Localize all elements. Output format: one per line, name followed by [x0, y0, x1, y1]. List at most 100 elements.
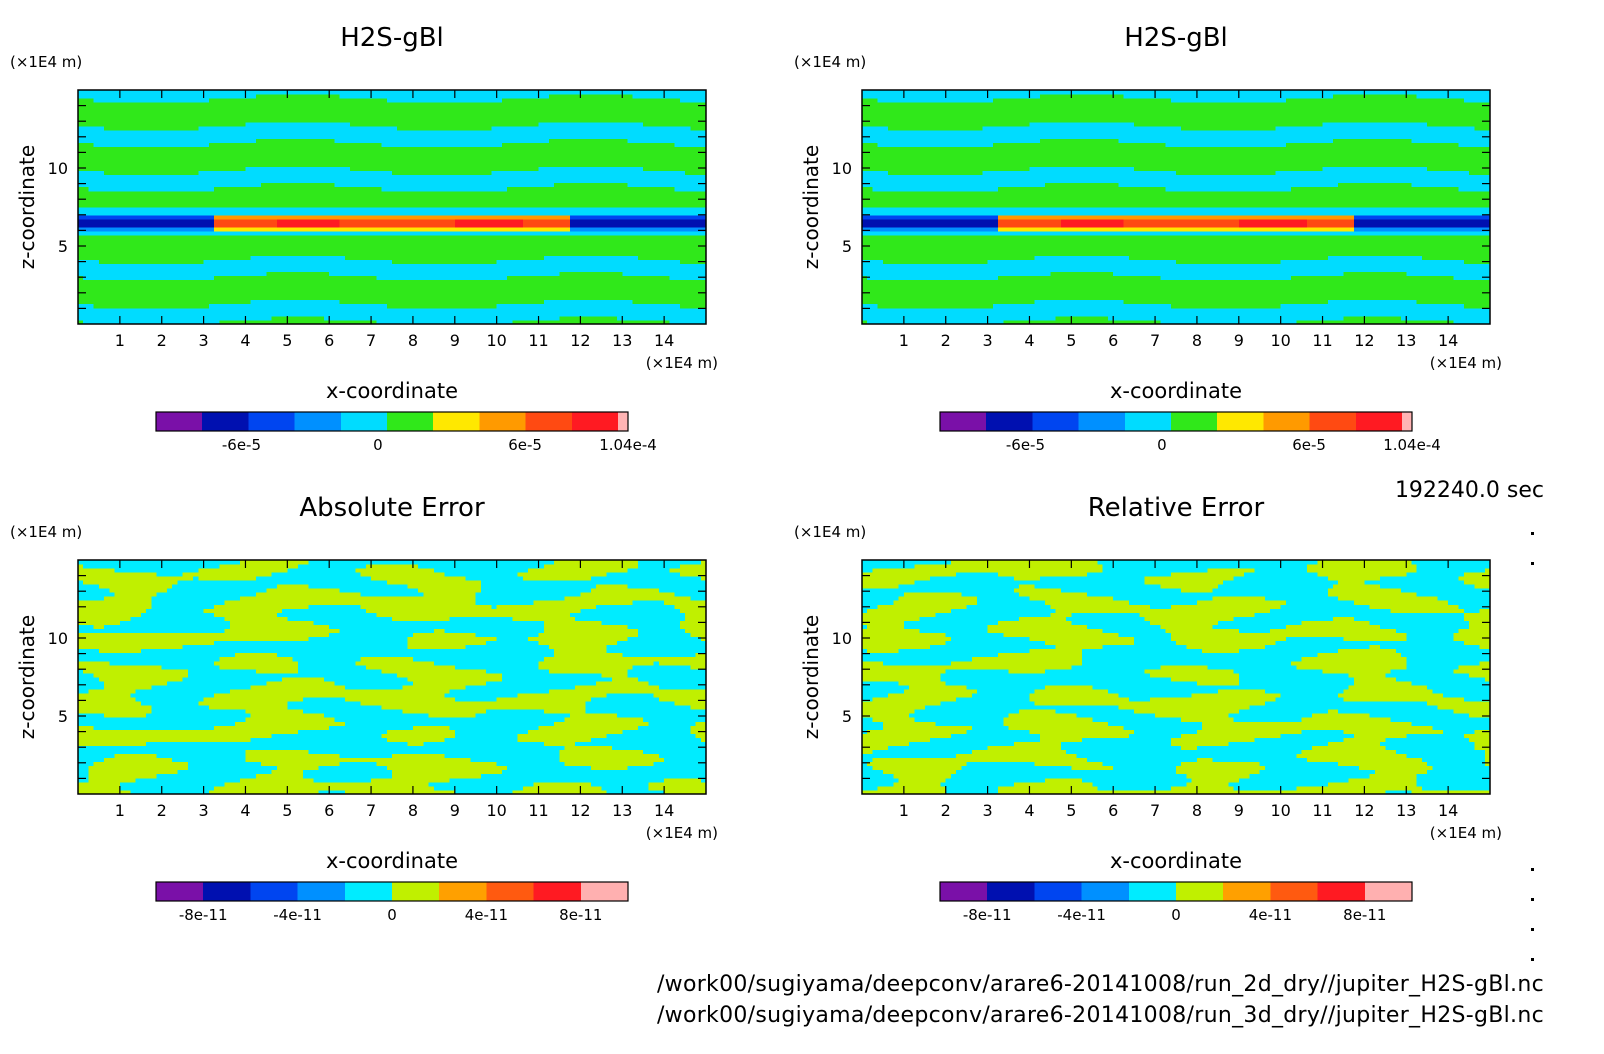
heatmap-cell	[444, 268, 450, 272]
heatmap-cell	[83, 284, 89, 288]
heatmap-cell	[214, 288, 220, 292]
heatmap-cell	[204, 268, 210, 272]
heatmap-cell	[298, 268, 304, 272]
heatmap-cell	[685, 316, 691, 320]
heatmap-cell	[638, 308, 644, 312]
heatmap-cell	[188, 304, 194, 308]
heatmap-cell	[607, 284, 613, 288]
heatmap-cell	[293, 316, 299, 320]
heatmap-cell	[366, 304, 372, 308]
heatmap-cell	[345, 316, 351, 320]
heatmap-cell	[387, 280, 393, 284]
heatmap-cell	[136, 263, 142, 267]
heatmap-cell	[277, 288, 283, 292]
heatmap-cell	[188, 300, 194, 304]
heatmap-cell	[638, 276, 644, 280]
heatmap-cell	[497, 284, 503, 288]
heatmap-cell	[282, 300, 288, 304]
heatmap-cell	[329, 276, 335, 280]
heatmap-cell	[612, 296, 618, 300]
heatmap-cell	[680, 308, 686, 312]
heatmap-cell	[601, 272, 607, 276]
heatmap-cell	[648, 280, 654, 284]
heatmap-cell	[382, 280, 388, 284]
heatmap-cell	[643, 276, 649, 280]
heatmap-cell	[324, 296, 330, 300]
heatmap-cell	[382, 272, 388, 276]
heatmap-cell	[659, 304, 665, 308]
heatmap-cell	[83, 268, 89, 272]
heatmap-cell	[366, 312, 372, 316]
heatmap-cell	[324, 272, 330, 276]
heatmap-cell	[397, 292, 403, 296]
heatmap-cell	[193, 316, 199, 320]
heatmap-cell	[533, 276, 539, 280]
heatmap-cell	[559, 280, 565, 284]
heatmap-cell	[293, 292, 299, 296]
heatmap-cell	[402, 276, 408, 280]
heatmap-cell	[287, 263, 293, 267]
heatmap-cell	[303, 304, 309, 308]
heatmap-cell	[251, 288, 257, 292]
heatmap-cell	[680, 288, 686, 292]
heatmap-cell	[204, 296, 210, 300]
heatmap-cell	[293, 312, 299, 316]
heatmap-cell	[643, 263, 649, 267]
heatmap-cell	[172, 259, 178, 263]
heatmap-cell	[88, 312, 94, 316]
heatmap-cell	[418, 304, 424, 308]
heatmap-cell	[125, 268, 131, 272]
heatmap-cell	[481, 304, 487, 308]
heatmap-cell	[444, 304, 450, 308]
heatmap-cell	[387, 272, 393, 276]
heatmap-cell	[387, 296, 393, 300]
heatmap-cell	[245, 276, 251, 280]
heatmap-cell	[648, 292, 654, 296]
heatmap-cell	[539, 268, 545, 272]
heatmap-cell	[685, 268, 691, 272]
heatmap-cell	[622, 284, 628, 288]
heatmap-cell	[376, 276, 382, 280]
heatmap-cell	[183, 280, 189, 284]
heatmap-cell	[256, 316, 262, 320]
heatmap-cell	[497, 300, 503, 304]
heatmap-cell	[575, 300, 581, 304]
heatmap-cell	[439, 272, 445, 276]
heatmap-cell	[146, 288, 152, 292]
heatmap-cell	[136, 300, 142, 304]
heatmap-cell	[376, 312, 382, 316]
heatmap-cell	[277, 308, 283, 312]
heatmap-cell	[287, 288, 293, 292]
heatmap-cell	[340, 316, 346, 320]
heatmap-cell	[130, 292, 136, 296]
heatmap-cell	[512, 296, 518, 300]
heatmap-cell	[596, 288, 602, 292]
heatmap-cell	[429, 280, 435, 284]
heatmap-cell	[350, 300, 356, 304]
heatmap-cell	[628, 316, 634, 320]
heatmap-cell	[502, 263, 508, 267]
heatmap-cell	[94, 300, 100, 304]
heatmap-cell	[444, 312, 450, 316]
heatmap-cell	[523, 300, 529, 304]
heatmap-cell	[450, 268, 456, 272]
heatmap-cell	[214, 312, 220, 316]
heatmap-cell	[607, 268, 613, 272]
heatmap-cell	[622, 288, 628, 292]
heatmap-cell	[481, 300, 487, 304]
heatmap-cell	[366, 284, 372, 288]
heatmap-cell	[622, 292, 628, 296]
heatmap-cell	[465, 300, 471, 304]
heatmap-cell	[507, 272, 513, 276]
heatmap-cell	[601, 288, 607, 292]
heatmap-cell	[115, 304, 121, 308]
heatmap-cell	[235, 300, 241, 304]
heatmap-cell	[366, 292, 372, 296]
heatmap-cell	[471, 312, 477, 316]
heatmap-cell	[177, 304, 183, 308]
heatmap-cell	[460, 312, 466, 316]
heatmap-cell	[282, 312, 288, 316]
heatmap-cell	[418, 288, 424, 292]
heatmap-cell	[580, 296, 586, 300]
heatmap-cell	[308, 296, 314, 300]
